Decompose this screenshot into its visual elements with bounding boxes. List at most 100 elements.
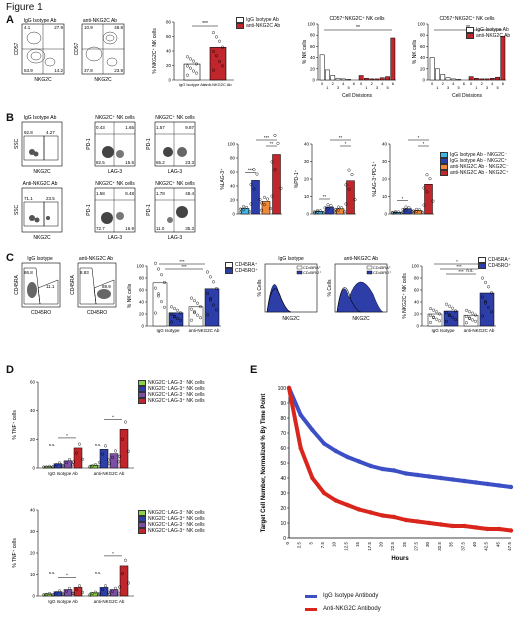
x-axis-label: Hours [391,556,409,562]
x-tick-label: 5 [386,85,389,90]
bar [325,69,330,81]
y-tick-label: 20 [139,312,145,317]
sig-label: * [66,572,68,577]
svg-text:8.48: 8.48 [125,191,134,196]
data-point [126,581,130,585]
b-legend: IgG Isotype Ab - NKG2C⁻ IgG Isotype Ab -… [440,152,509,176]
bar [346,180,355,215]
data-point [211,303,215,307]
x-tick-label: 5 [308,542,313,545]
bar [340,78,346,81]
a-legend-item-isotype: IgG Isotype Ab [236,17,280,23]
x-tick-label: 32.5 [437,542,442,551]
data-point [333,448,338,454]
data-point [42,593,46,597]
ns-label: n.s. [49,570,55,575]
data-point [464,321,468,325]
data-point [438,522,444,527]
data-point [186,73,190,77]
data-point [87,593,91,597]
legend-swatch [138,516,146,522]
bar [392,212,402,215]
c-legend-item-ra: CD45RA⁺ [225,262,258,268]
data-point [470,311,474,315]
data-point [407,206,411,210]
y-tick-label: 80 [280,416,286,422]
sig-label: *** [458,269,464,274]
data-point [170,320,174,324]
x-tick-label: 4 [452,81,455,86]
x-tick-label: 1 [365,85,368,90]
ns-label: n.s. [95,442,101,447]
sig-label: ** [323,194,327,199]
data-point [58,461,62,465]
sig-label: * [345,141,347,146]
legend-swatch [236,23,244,29]
sig-label: * [112,414,114,419]
legend-swatch [138,528,146,534]
data-point [415,209,419,213]
data-point [93,590,97,594]
x-tick-label: 5 [496,85,499,90]
data-point [205,270,209,274]
data-point [214,308,218,312]
x-tick-label: IgG Isotype [431,328,455,333]
y-tick-label: 40 [166,49,172,54]
x-tick-label: 10 [332,542,337,548]
b-legend-item-2: IgG Isotype Ab - NKG2C⁺ [440,158,509,164]
y-tick-label: 100 [278,386,287,392]
data-point [80,457,84,461]
data-point [329,204,333,208]
data-point [120,437,124,441]
data-point [273,133,277,137]
data-point [438,312,442,316]
data-point [353,198,357,202]
x-tick-label: 0 [321,81,324,86]
y-tick-label: 30 [30,529,36,534]
y-tick-label: 60 [230,170,236,175]
data-point [310,475,315,481]
svg-text:PD-1: PD-1 [146,138,152,150]
bar [119,429,129,469]
bar [109,453,119,469]
y-tick-label: 30 [304,159,310,164]
data-point [195,71,199,75]
b-gate1-b: 4.27 [46,130,55,135]
data-point [90,464,94,468]
data-point [100,588,104,592]
bar [209,47,227,81]
bar [424,184,433,215]
sig-label: * [423,141,425,146]
data-point [214,35,218,39]
panel-a-flow-plots: IgG Isotype Ab anti-NKG2C Ab 4.1 27.9 53… [14,18,125,83]
y-tick-label: 0 [232,212,235,217]
series-line [287,387,512,533]
x-tick-label: 2 [332,81,335,86]
data-point [93,463,97,467]
y-axis-label: %PD-1⁺ [294,169,300,188]
data-point [90,592,94,596]
x-tick-label: 37.5 [460,542,465,551]
data-point [412,209,416,213]
panel-d-tnf-chart: 0 20 40 60 % TNF⁺ cells IgG Isotype Ab n.s. * an… [12,380,134,476]
y-tick-label: 20 [310,66,316,71]
data-point [157,292,161,296]
b-ssc-box-1 [21,121,63,167]
bar [474,78,479,81]
data-point [45,592,49,596]
panel-a-bar-chart: 0 20 40 60 80 % NKG2C⁺ NK cells IgG Isotype Ab… [152,20,234,87]
x-tick-label: 45 [495,542,500,548]
d-legend-1-item-4: NKG2C⁺LAG-3⁺ NK cells [138,398,205,404]
bar [43,466,53,469]
x-tick-label: 12.5 [343,542,348,551]
data-point [186,55,190,59]
d-legend-1-item-1: NKG2C⁻LAG-3⁻ NK cells [138,380,205,386]
bar [479,78,485,81]
svg-text:LAG-3: LAG-3 [168,169,183,175]
y-tick-label: 90 [280,401,286,407]
a-flow2-ylabel: CD57 [74,42,80,55]
x-axis-label: Cell Divisions [452,93,483,99]
